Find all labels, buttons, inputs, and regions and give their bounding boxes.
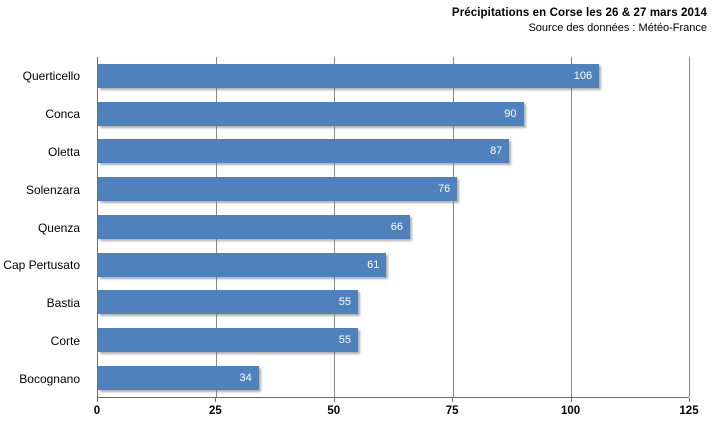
bar-value-label: 106 xyxy=(573,69,593,82)
x-tick-mark-75 xyxy=(452,398,454,402)
category-label: Bocognano xyxy=(19,372,80,387)
x-tick-mark-100 xyxy=(570,398,572,402)
bar: 87 xyxy=(98,139,510,164)
bar: 66 xyxy=(98,214,411,239)
bar: 106 xyxy=(98,63,600,88)
bar-row: 55 xyxy=(98,321,689,359)
bar-row: 34 xyxy=(98,359,689,397)
bar-value-label: 66 xyxy=(390,220,404,233)
gridline-100 xyxy=(570,57,572,397)
bar: 90 xyxy=(98,101,524,126)
x-tick-mark-25 xyxy=(215,398,217,402)
bar-value-label: 61 xyxy=(367,258,380,271)
bar-row: 55 xyxy=(98,284,689,322)
plot-area: 106 90 87 76 66 61 55 55 34 xyxy=(97,57,690,398)
bar: 61 xyxy=(98,252,387,277)
chart-title: Précipitations en Corse les 26 & 27 mars… xyxy=(451,7,707,19)
bar-value-label: 76 xyxy=(438,183,451,196)
bar-row: 87 xyxy=(98,133,689,171)
category-label: Oletta xyxy=(47,144,80,159)
bar-row: 66 xyxy=(98,208,689,246)
bar: 55 xyxy=(98,328,359,353)
gridline-75 xyxy=(452,57,454,397)
category-label: Corte xyxy=(50,334,80,349)
category-label: Quenza xyxy=(37,220,80,235)
category-axis: Querticello Conca Oletta Solenzara Quenza Cap… xyxy=(0,57,89,398)
x-tick-label-75: 75 xyxy=(445,405,459,417)
bar-row: 106 xyxy=(98,57,689,95)
bar-value-label: 55 xyxy=(338,334,352,347)
x-tick-label-125: 125 xyxy=(679,405,699,417)
x-tick-mark-0 xyxy=(97,398,98,402)
bar: 55 xyxy=(98,290,359,315)
bar-value-label: 87 xyxy=(490,145,503,158)
chart-subtitle: Source des données : Météo-France xyxy=(528,22,707,34)
bar-row: 76 xyxy=(98,170,689,208)
bar-row: 61 xyxy=(98,246,689,284)
category-label: Conca xyxy=(45,106,80,121)
x-tick-label-0: 0 xyxy=(93,405,101,417)
x-tick-label-100: 100 xyxy=(561,405,581,417)
chart-header: Précipitations en Corse les 26 & 27 mars… xyxy=(452,6,707,36)
x-tick-label-50: 50 xyxy=(327,405,341,417)
x-tick-label-25: 25 xyxy=(208,405,222,417)
category-label: Cap Pertusato xyxy=(3,258,80,273)
bar: 76 xyxy=(98,177,458,202)
x-tick-mark-50 xyxy=(333,398,335,402)
bar: 34 xyxy=(98,366,259,390)
bar-value-label: 55 xyxy=(338,296,352,309)
gridline-125 xyxy=(689,57,690,397)
bar-value-label: 90 xyxy=(504,107,517,120)
bar-row: 90 xyxy=(98,95,689,133)
x-tick-mark-125 xyxy=(689,398,690,402)
bar-value-label: 34 xyxy=(239,372,252,384)
category-label: Solenzara xyxy=(25,182,80,197)
x-axis: 0 25 50 75 100 125 xyxy=(93,398,699,424)
category-label: Querticello xyxy=(22,68,80,83)
category-label: Bastia xyxy=(46,296,80,311)
